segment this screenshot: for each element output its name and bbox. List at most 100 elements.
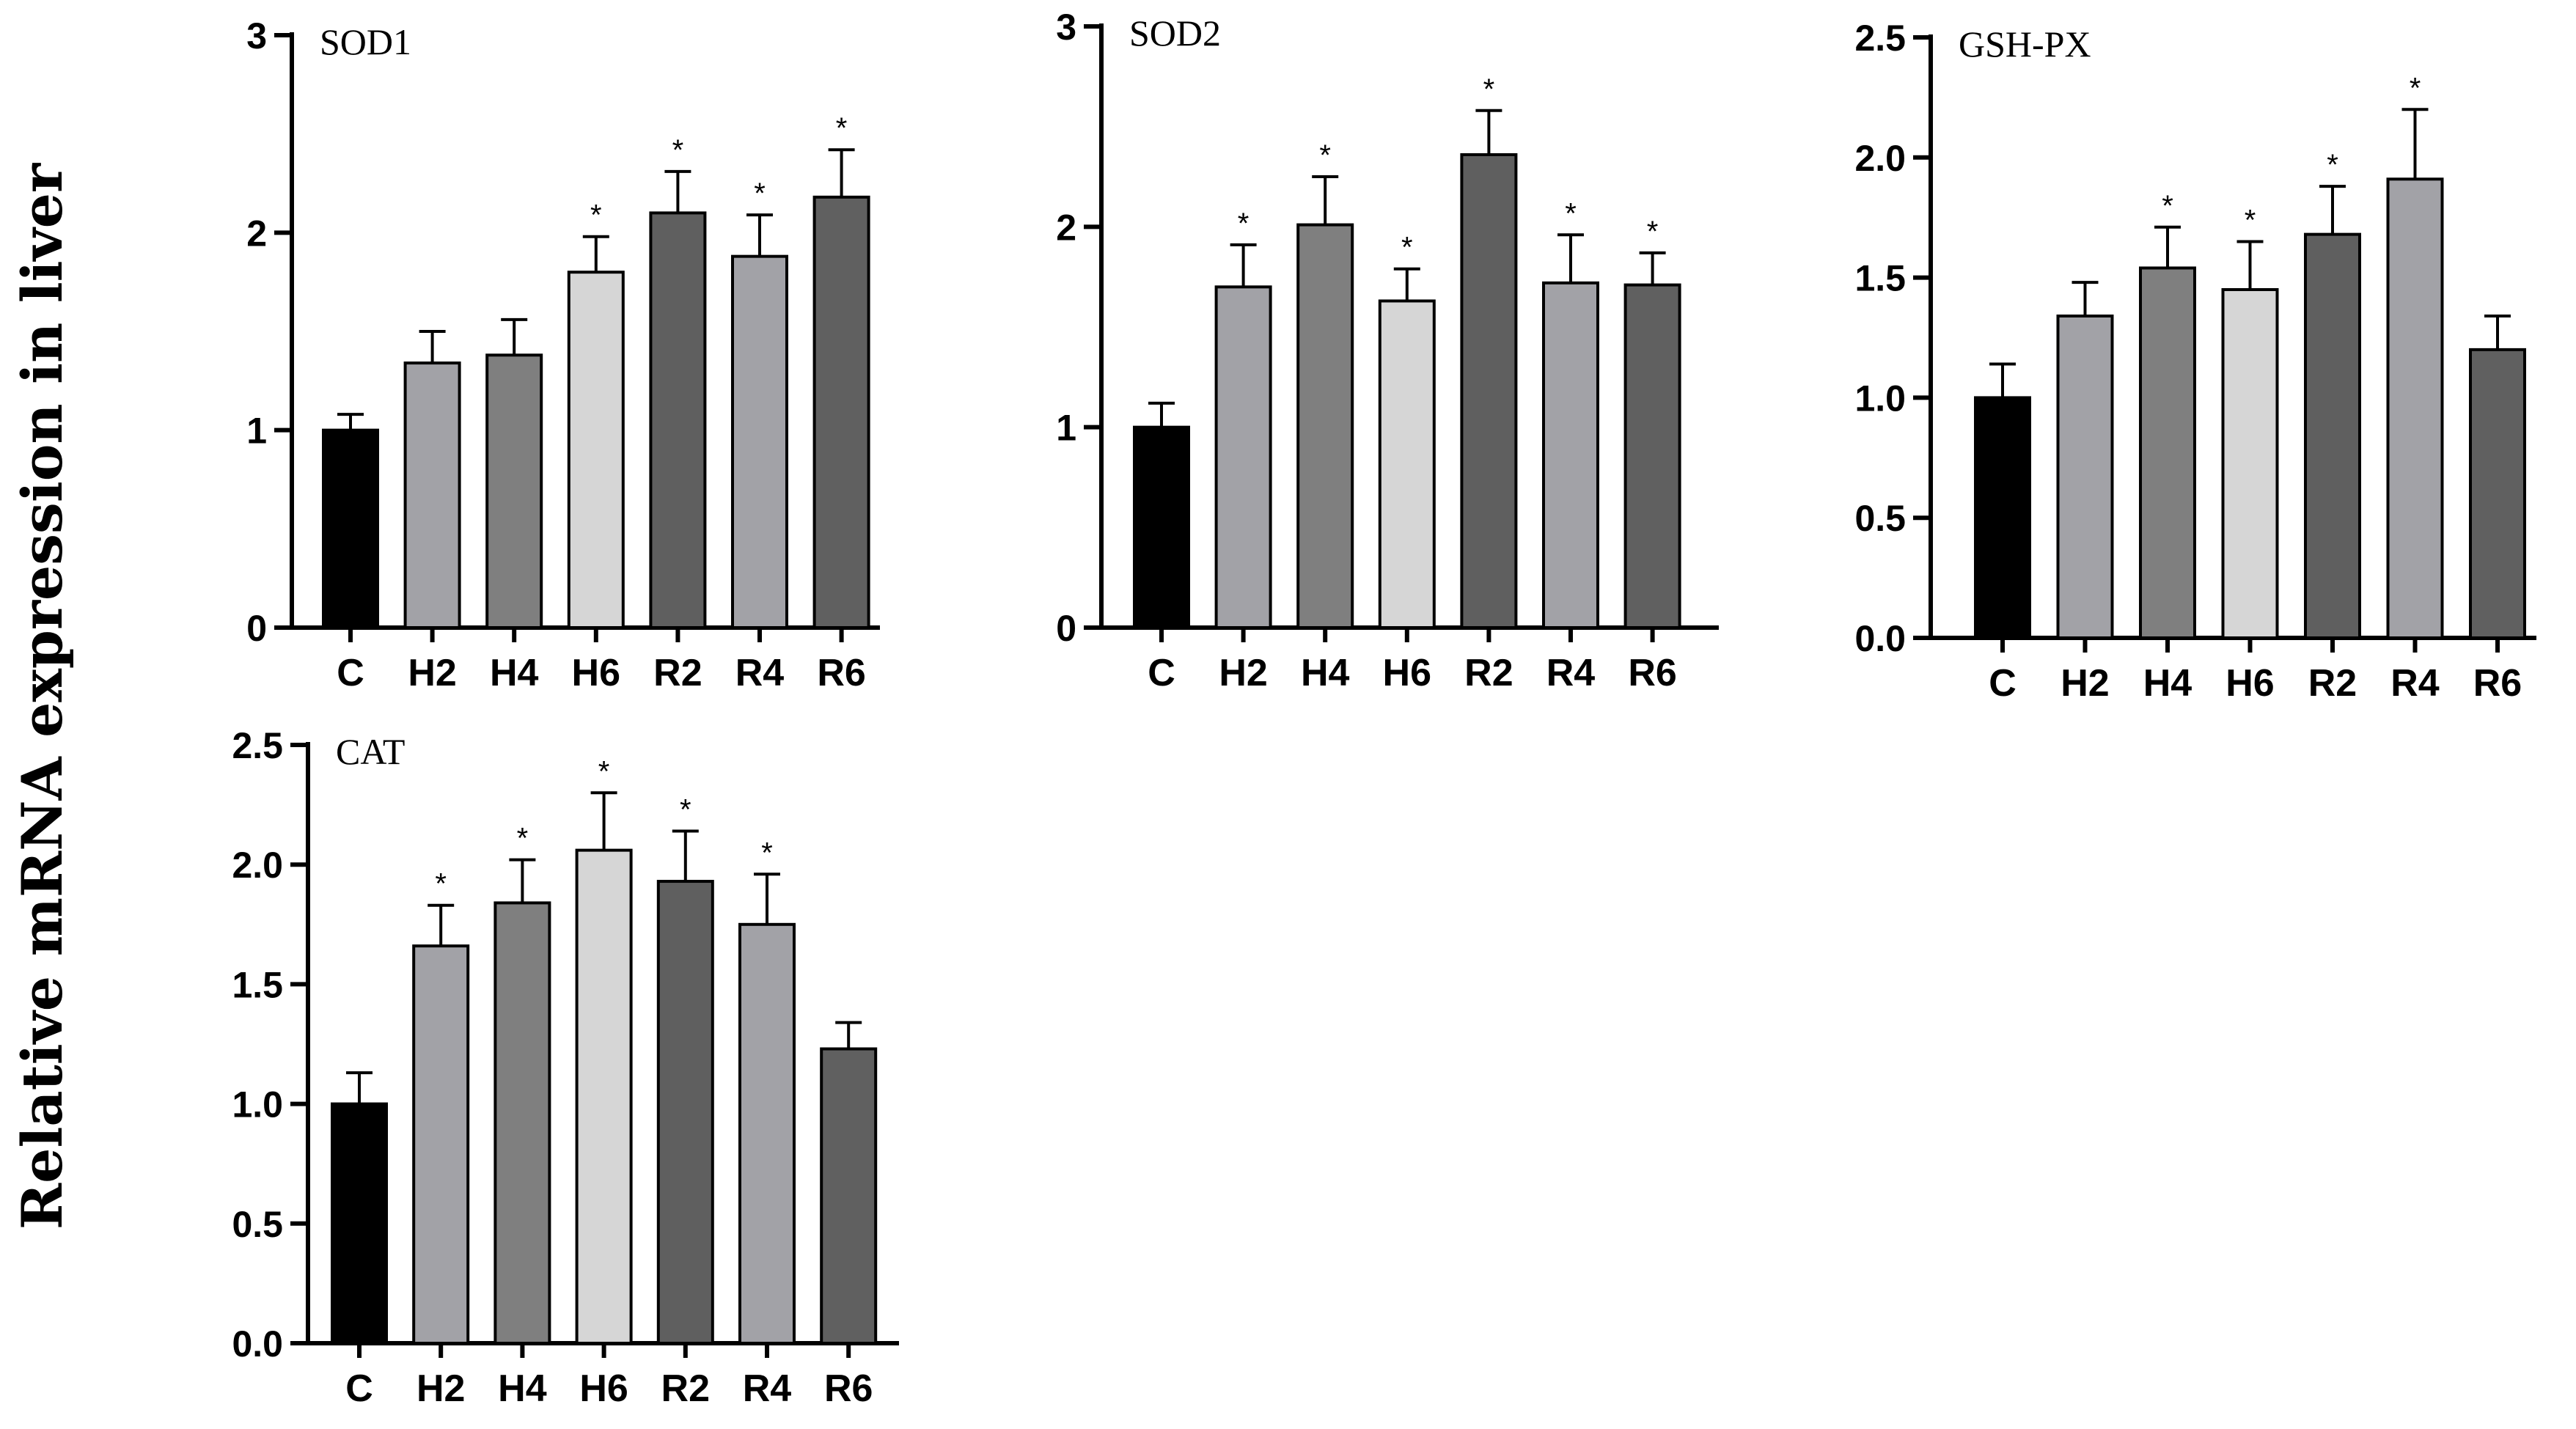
- chart-panel-cat: 0.0 0.5 1.0 1.5 2.0 2.5 CAT C * H2 * H4 * H6 * R2 * R4 R6: [232, 725, 899, 1410]
- cat-bar-c: [331, 1102, 388, 1345]
- gsh-px-bar-h6: [2221, 287, 2279, 639]
- cat-x-tick-label-h4: H4: [498, 1367, 547, 1410]
- gsh-px-y-tick-label: 1.5: [1854, 258, 1906, 299]
- cat-x-tick-label-r6: R6: [824, 1367, 873, 1410]
- sod1-bar-r4: [731, 254, 788, 629]
- cat-bar-h2: [412, 944, 470, 1345]
- sod2-x-tick-label-r2: R2: [1464, 652, 1513, 694]
- sod2-panel-title: SOD2: [1129, 12, 1221, 54]
- gsh-px-panel-title: GSH-PX: [1959, 23, 2091, 65]
- cat-bar-r6: [820, 1047, 878, 1345]
- sod2-y-tick-label: 0: [1056, 608, 1076, 649]
- gsh-px-bar-r2: [2304, 232, 2361, 639]
- sod1-bar-c: [322, 428, 379, 630]
- cat-y-tick-label: 1.0: [232, 1084, 283, 1125]
- sod2-y-tick-label: 3: [1056, 7, 1076, 48]
- gsh-px-x-tick-label-c: C: [1989, 662, 2017, 705]
- cat-x-tick-label-c: C: [345, 1367, 373, 1410]
- gsh-px-y-tick-label: 1.0: [1854, 378, 1906, 419]
- cat-y-tick-label: 1.5: [232, 964, 283, 1005]
- chart-panel-gsh-px: 0.0 0.5 1.0 1.5 2.0 2.5 GSH-PX C H2 * H4 * H6 * R2 * R4 R…: [1854, 18, 2536, 705]
- gsh-px-y-tick-label: 2.5: [1854, 18, 1906, 59]
- cat-significance-h6: *: [598, 755, 610, 787]
- sod2-significance-h2: *: [1238, 207, 1250, 240]
- sod1-y-tick-label: 1: [246, 411, 267, 452]
- sod2-x-tick-label-h2: H2: [1219, 652, 1267, 694]
- sod1-panel-title: SOD1: [320, 21, 411, 62]
- sod1-y-tick-label: 2: [246, 213, 267, 254]
- gsh-px-significance-h6: *: [2245, 204, 2256, 236]
- sod2-bar-r4: [1542, 281, 1599, 629]
- sod2-y-tick-label: 2: [1056, 207, 1076, 248]
- y-axis-title: Relative mRNA expression in liver: [10, 163, 75, 1230]
- sod1-x-tick-label-h2: H2: [408, 652, 456, 694]
- cat-bar-r2: [656, 880, 714, 1345]
- cat-x-tick-label-h2: H2: [417, 1367, 465, 1410]
- gsh-px-significance-r2: *: [2327, 149, 2338, 181]
- cat-y-tick-label: 0.5: [232, 1204, 283, 1245]
- sod2-y-tick-label: 1: [1056, 408, 1076, 449]
- gsh-px-x-tick-label-h6: H6: [2225, 662, 2274, 705]
- sod2-x-tick-label-c: C: [1148, 652, 1175, 694]
- gsh-px-bar-h4: [2139, 266, 2196, 639]
- sod2-significance-h4: *: [1319, 139, 1331, 172]
- cat-bar-r4: [738, 922, 796, 1345]
- sod1-bar-h2: [403, 361, 461, 629]
- cat-significance-h2: *: [435, 868, 447, 900]
- sod1-y-tick-label: 3: [246, 15, 267, 56]
- cat-panel-title: CAT: [336, 731, 405, 772]
- gsh-px-y-tick-label: 2.0: [1854, 138, 1906, 179]
- gsh-px-x-tick-label-r6: R6: [2473, 662, 2522, 705]
- gsh-px-x-tick-label-h2: H2: [2061, 662, 2109, 705]
- gsh-px-bar-r4: [2386, 177, 2444, 639]
- cat-bar-h4: [493, 901, 551, 1345]
- cat-y-tick-label: 2.5: [232, 725, 283, 766]
- chart-panel-sod1: 0 1 2 3 SOD1 C H2 H4 * H6 * R2 * R4 * R6: [246, 15, 880, 694]
- sod1-x-tick-label-c: C: [337, 652, 364, 694]
- sod1-x-tick-label-r4: R4: [735, 652, 785, 694]
- sod2-significance-h6: *: [1401, 232, 1413, 264]
- sod2-bar-h2: [1214, 285, 1272, 629]
- sod1-significance-r6: *: [836, 112, 848, 144]
- sod2-bar-h6: [1378, 299, 1436, 629]
- sod2-significance-r4: *: [1565, 197, 1577, 229]
- sod2-bar-r2: [1460, 153, 1518, 629]
- sod1-bar-h4: [485, 353, 543, 629]
- gsh-px-y-tick-label: 0.5: [1854, 498, 1906, 539]
- sod2-significance-r2: *: [1483, 73, 1495, 106]
- gsh-px-bar-h2: [2056, 315, 2114, 639]
- sod1-bar-r2: [649, 211, 707, 629]
- sod2-bar-c: [1133, 425, 1190, 630]
- cat-significance-h4: *: [517, 823, 529, 855]
- sod1-x-tick-label-r6: R6: [817, 652, 865, 694]
- sod1-significance-h6: *: [590, 199, 602, 232]
- sod1-y-tick-label: 0: [246, 608, 267, 649]
- gsh-px-y-tick-label: 0.0: [1854, 618, 1906, 659]
- sod1-bar-r6: [812, 195, 870, 629]
- sod2-bar-h4: [1296, 223, 1354, 630]
- gsh-px-x-tick-label-r4: R4: [2390, 662, 2440, 705]
- gsh-px-significance-h4: *: [2162, 190, 2173, 222]
- cat-significance-r2: *: [680, 794, 691, 826]
- sod1-bar-h6: [567, 271, 625, 629]
- cat-x-tick-label-h6: H6: [579, 1367, 628, 1410]
- sod1-significance-r4: *: [754, 177, 766, 210]
- gsh-px-x-tick-label-h4: H4: [2143, 662, 2192, 705]
- sod1-x-tick-label-r2: R2: [653, 652, 702, 694]
- sod2-significance-r6: *: [1647, 216, 1659, 248]
- gsh-px-x-tick-label-r2: R2: [2308, 662, 2357, 705]
- sod1-significance-r2: *: [672, 134, 684, 166]
- cat-x-tick-label-r4: R4: [743, 1367, 792, 1410]
- sod1-x-tick-label-h4: H4: [490, 652, 539, 694]
- sod2-x-tick-label-h6: H6: [1383, 652, 1431, 694]
- cat-y-tick-label: 0.0: [232, 1323, 283, 1364]
- sod2-x-tick-label-r4: R4: [1546, 652, 1596, 694]
- sod2-bar-r6: [1623, 283, 1681, 629]
- gsh-px-significance-r4: *: [2410, 72, 2421, 104]
- cat-significance-r4: *: [761, 837, 773, 869]
- sod1-x-tick-label-h6: H6: [572, 652, 620, 694]
- gsh-px-bar-r6: [2469, 348, 2526, 639]
- sod2-x-tick-label-r6: R6: [1628, 652, 1676, 694]
- gsh-px-bar-c: [1974, 396, 2031, 640]
